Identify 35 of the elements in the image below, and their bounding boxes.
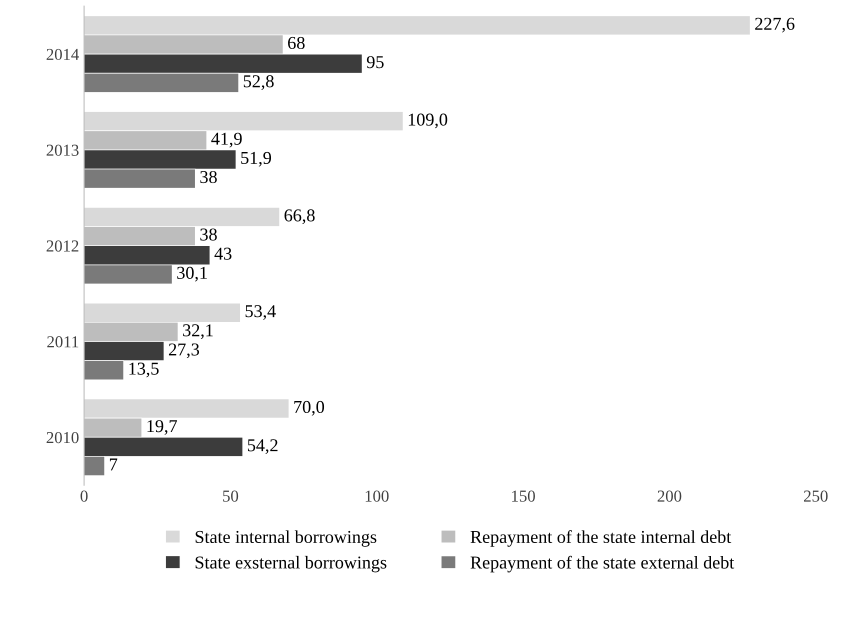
legend-label: Repayment of the state internal debt xyxy=(470,530,732,547)
data-label: 95 xyxy=(366,56,384,68)
legend-label: State internal borrowings xyxy=(196,530,376,547)
x-tick-label: 0 xyxy=(80,490,88,502)
y-tick-label: 2014 xyxy=(46,48,79,60)
data-label: 70,0 xyxy=(294,400,324,416)
data-label: 30,1 xyxy=(177,266,207,282)
legend-label: State exsternal borrowings xyxy=(196,556,386,572)
data-label: 66,8 xyxy=(284,209,315,224)
x-tick-label: 200 xyxy=(658,490,682,502)
data-label: 38 xyxy=(200,228,217,241)
data-label: 7 xyxy=(110,458,118,470)
data-label: 52,8 xyxy=(244,75,274,90)
y-tick-label: 2013 xyxy=(46,144,79,156)
data-label: 32,1 xyxy=(183,324,213,340)
data-label: 19,7 xyxy=(148,420,177,435)
data-label: 109,0 xyxy=(408,114,448,128)
x-tick-label: 150 xyxy=(512,490,535,502)
data-label: 227,6 xyxy=(755,18,794,32)
data-label: 41,9 xyxy=(211,132,242,148)
x-tick-label: 250 xyxy=(804,490,828,502)
data-label: 38 xyxy=(200,170,217,184)
data-label: 54,2 xyxy=(248,439,278,454)
y-tick-label: 2010 xyxy=(46,432,79,444)
data-label: 68 xyxy=(288,36,305,50)
x-tick-label: 50 xyxy=(223,490,238,502)
data-label: 51,9 xyxy=(241,152,272,167)
data-label: 43 xyxy=(214,248,232,260)
x-tick-label: 100 xyxy=(366,490,389,502)
data-label: 53,4 xyxy=(246,305,276,320)
y-tick-label: 2012 xyxy=(46,240,78,252)
y-tick-label: 2011 xyxy=(47,336,78,348)
data-label: 13,5 xyxy=(129,362,159,378)
legend-label: Repayment of the state external debt xyxy=(470,556,734,572)
data-label: 27,3 xyxy=(168,343,200,358)
